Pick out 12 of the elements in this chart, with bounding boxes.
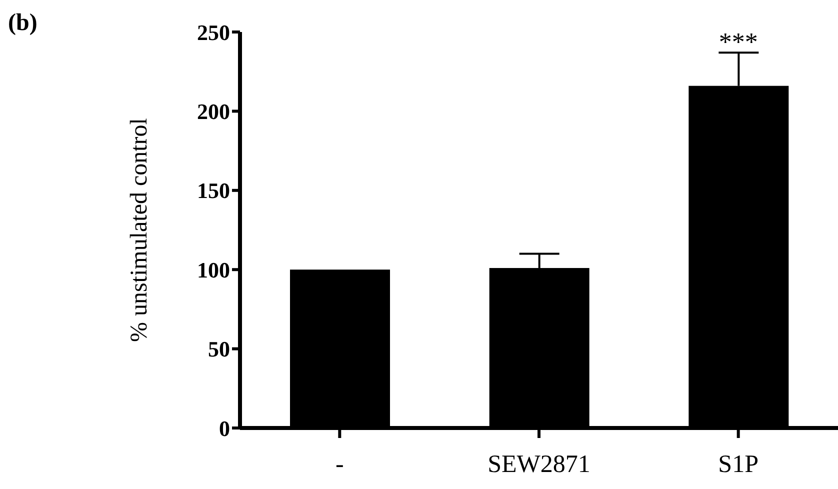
x-tick-label: SEW2871 xyxy=(488,450,590,478)
y-axis-title: % unstimulated control xyxy=(126,118,153,342)
y-tick-label: 100 xyxy=(197,257,230,282)
y-tick-label: 150 xyxy=(197,178,230,204)
y-tick-label: 0 xyxy=(219,416,230,441)
text: (b) xyxy=(8,10,38,37)
x-tick-label: - xyxy=(336,450,344,478)
annotation: *** xyxy=(718,28,758,57)
y-tick-label: 250 xyxy=(197,20,230,45)
y-tick-label: 200 xyxy=(197,99,230,124)
y-tick-label: 50 xyxy=(208,336,230,362)
x-tick-label: S1P xyxy=(718,450,758,478)
